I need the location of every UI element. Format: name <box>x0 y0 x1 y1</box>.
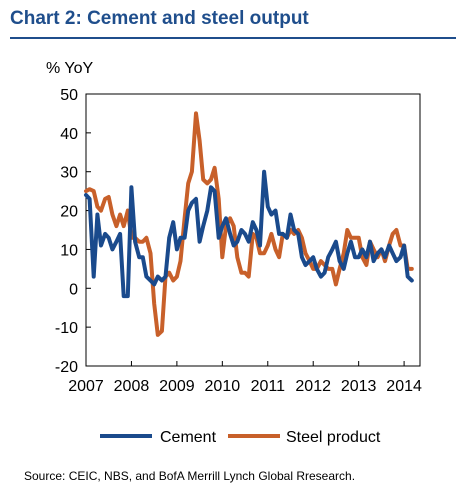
legend-label-steel-product: Steel product <box>286 429 381 446</box>
x-tick-label: 2012 <box>295 378 331 395</box>
x-tick-label: 2008 <box>114 378 150 395</box>
x-tick-label: 2007 <box>68 378 104 395</box>
series-line-steel-product <box>84 111 414 337</box>
y-tick-label: -10 <box>55 320 78 337</box>
y-tick-label: 10 <box>60 242 78 259</box>
axes: -20 -10 0 10 20 30 40 50 2007 2008 2009 2010 2011 201… <box>55 87 422 395</box>
series-lines <box>84 111 414 337</box>
x-tick-label: 2013 <box>341 378 377 395</box>
x-tick-label: 2014 <box>386 378 422 395</box>
y-tick-label: 40 <box>60 126 78 143</box>
y-tick-label: 20 <box>60 204 78 221</box>
line-chart: -20 -10 0 10 20 30 40 50 2007 2008 2009 2010 2011 201… <box>55 87 422 446</box>
legend: Cement Steel product <box>100 429 381 446</box>
x-tick-label: 2011 <box>251 378 286 395</box>
title-rule <box>10 37 456 39</box>
y-tick-label: 30 <box>60 165 78 182</box>
chart-title: Chart 2: Cement and steel output <box>10 8 309 29</box>
x-tick-label: 2009 <box>159 378 195 395</box>
series-line-cement <box>84 169 414 299</box>
y-axis-label: % YoY <box>46 60 94 77</box>
y-tick-label: 50 <box>60 87 78 104</box>
source-note: Source: CEIC, NBS, and BofA Merrill Lync… <box>24 469 356 483</box>
y-tick-label: 0 <box>69 281 78 298</box>
legend-label-cement: Cement <box>160 429 217 446</box>
plot-frame <box>85 93 421 367</box>
x-tick-label: 2010 <box>205 378 241 395</box>
y-tick-label: -20 <box>55 359 78 376</box>
